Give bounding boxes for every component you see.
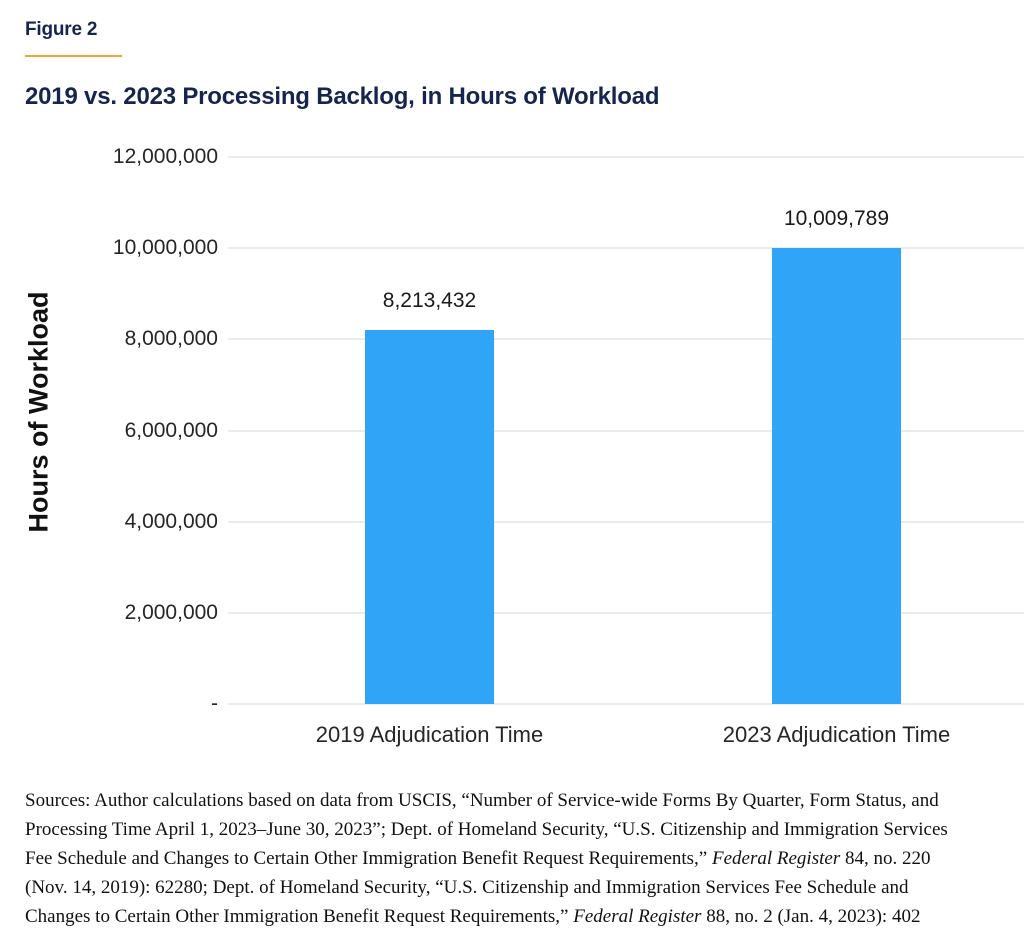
- source-line: Changes to Certain Other Immigration Ben…: [25, 906, 921, 927]
- y-axis-tick-label: 2,000,000: [124, 600, 218, 624]
- source-line: Sources: Author calculations based on da…: [25, 790, 939, 811]
- y-axis-tick-label: -: [211, 692, 218, 715]
- y-gridline: [228, 611, 1024, 614]
- y-gridline: [228, 703, 1024, 705]
- sources-note: Sources: Author calculations based on da…: [25, 786, 1017, 931]
- chart-title: 2019 vs. 2023 Processing Backlog, in Hou…: [25, 83, 660, 110]
- figure-label-underline: [25, 55, 122, 57]
- bar-2019-adjudication-time: [365, 329, 494, 704]
- y-axis-tick-label: 6,000,000: [124, 418, 218, 442]
- y-axis-tick-label: 4,000,000: [124, 509, 218, 533]
- y-gridline: [228, 156, 1024, 158]
- y-axis-tick-label: 12,000,000: [112, 145, 218, 168]
- y-gridline: [228, 429, 1024, 432]
- bar-value-label: 10,009,789: [783, 206, 890, 230]
- x-axis-category-label: 2019 Adjudication Time: [315, 722, 544, 747]
- y-axis-tick-label: 10,000,000: [112, 236, 218, 260]
- figure-number-label: Figure 2: [25, 19, 98, 40]
- source-line: Fee Schedule and Changes to Certain Othe…: [25, 848, 931, 869]
- x-axis-category-label: 2023 Adjudication Time: [722, 722, 951, 747]
- bar-2023-adjudication-time: [772, 247, 901, 704]
- y-axis-tick-label: 8,000,000: [124, 327, 218, 351]
- bar-value-label: 8,213,432: [382, 288, 477, 312]
- y-gridline: [228, 520, 1024, 523]
- source-line: Processing Time April 1, 2023–June 30, 2…: [25, 819, 948, 840]
- source-line: (Nov. 14, 2019): 62280; Dept. of Homelan…: [25, 877, 909, 898]
- y-gridline: [228, 247, 1024, 250]
- y-gridline: [228, 338, 1024, 341]
